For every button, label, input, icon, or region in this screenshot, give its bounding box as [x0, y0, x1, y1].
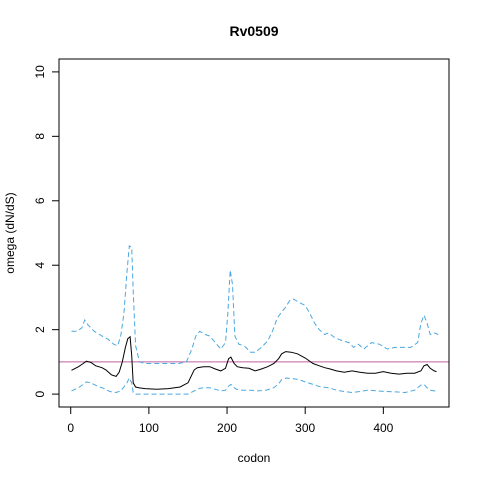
y-tick-label: 4 [33, 262, 47, 269]
plot-frame [58, 58, 450, 408]
plot-area [59, 245, 449, 395]
x-axis-label: codon [238, 451, 271, 465]
y-axis-label: omega (dN/dS) [3, 192, 17, 273]
y-tick-label: 0 [33, 390, 47, 397]
y-tick-label: 10 [33, 65, 47, 79]
x-tick-label: 100 [139, 421, 159, 435]
x-tick-label: 0 [67, 421, 74, 435]
x-tick-label: 300 [295, 421, 315, 435]
x-tick-label: 200 [217, 421, 237, 435]
y-tick-label: 8 [33, 133, 47, 140]
series-line-estimate [71, 335, 437, 390]
x-tick-label: 400 [373, 421, 393, 435]
chart-title: Rv0509 [229, 23, 278, 39]
series-line-lower [71, 376, 437, 395]
y-tick-label: 2 [33, 326, 47, 333]
y-tick-label: 6 [33, 197, 47, 204]
y-axis: 0 2 4 6 8 10 [33, 65, 60, 397]
x-axis: 0 100 200 300 400 [67, 406, 394, 435]
series-line-upper [71, 245, 439, 364]
